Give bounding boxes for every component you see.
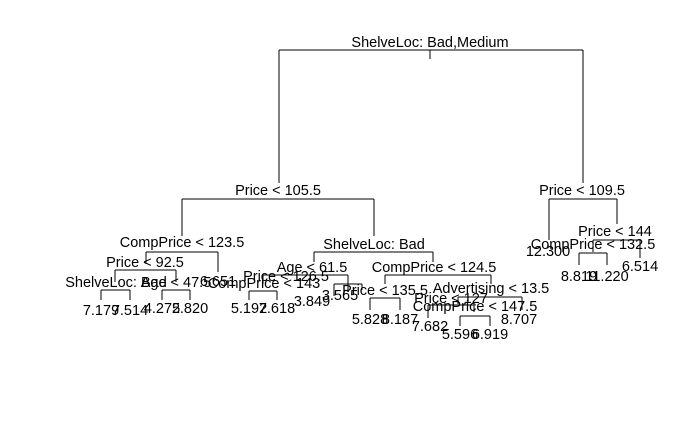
split-label: CompPrice < 143	[208, 276, 320, 292]
leaf-value: 7.682	[412, 319, 448, 335]
leaf-value: 12.300	[526, 244, 570, 260]
split-label: Advertising < 13.5	[433, 281, 549, 297]
leaf-value: 11.220	[585, 269, 628, 285]
split-label: CompPrice < 132.5	[531, 237, 656, 253]
split-label: ShelveLoc: Bad	[65, 275, 167, 291]
leaf-value: 8.819	[561, 269, 597, 285]
leaf-value: 6.651	[200, 274, 236, 290]
leaf-value: 5.596	[442, 327, 478, 343]
split-label: Price < 92.5	[106, 255, 184, 271]
split-label: Age < 47.5	[141, 275, 212, 291]
leaf-value: 6.514	[622, 259, 658, 275]
split-label: Age < 61.5	[277, 260, 348, 276]
leaf-value: 7.179	[83, 303, 119, 319]
split-label: CompPrice < 123.5	[120, 235, 245, 251]
leaf-value: 6.919	[472, 327, 508, 343]
split-label: Price < 135.5	[342, 283, 428, 299]
split-label: CompPrice < 124.5	[372, 260, 497, 276]
split-label: Price < 105.5	[235, 183, 321, 199]
split-label: ShelveLoc: Bad	[323, 237, 425, 253]
split-label: Price < 109.5	[539, 183, 625, 199]
leaf-value: 7.618	[259, 301, 295, 317]
leaf-value: 4.275	[144, 301, 180, 317]
split-label: Price < 144	[578, 224, 652, 240]
split-label: Price < 127	[414, 291, 488, 307]
leaf-value: 5.828	[352, 312, 388, 328]
split-label: Price < 126.5	[243, 269, 329, 285]
leaf-value: 2.820	[172, 301, 208, 317]
leaf-value: 7.514	[112, 303, 148, 319]
split-label: CompPrice < 147.5	[413, 299, 538, 315]
leaf-value: 3.849	[294, 294, 330, 310]
split-label-root: ShelveLoc: Bad,Medium	[351, 35, 508, 51]
leaf-value: 5.192	[231, 301, 267, 317]
leaf-value: 8.187	[382, 312, 418, 328]
leaf-value: 3.565	[322, 288, 358, 304]
leaf-value: 8.707	[501, 312, 537, 328]
